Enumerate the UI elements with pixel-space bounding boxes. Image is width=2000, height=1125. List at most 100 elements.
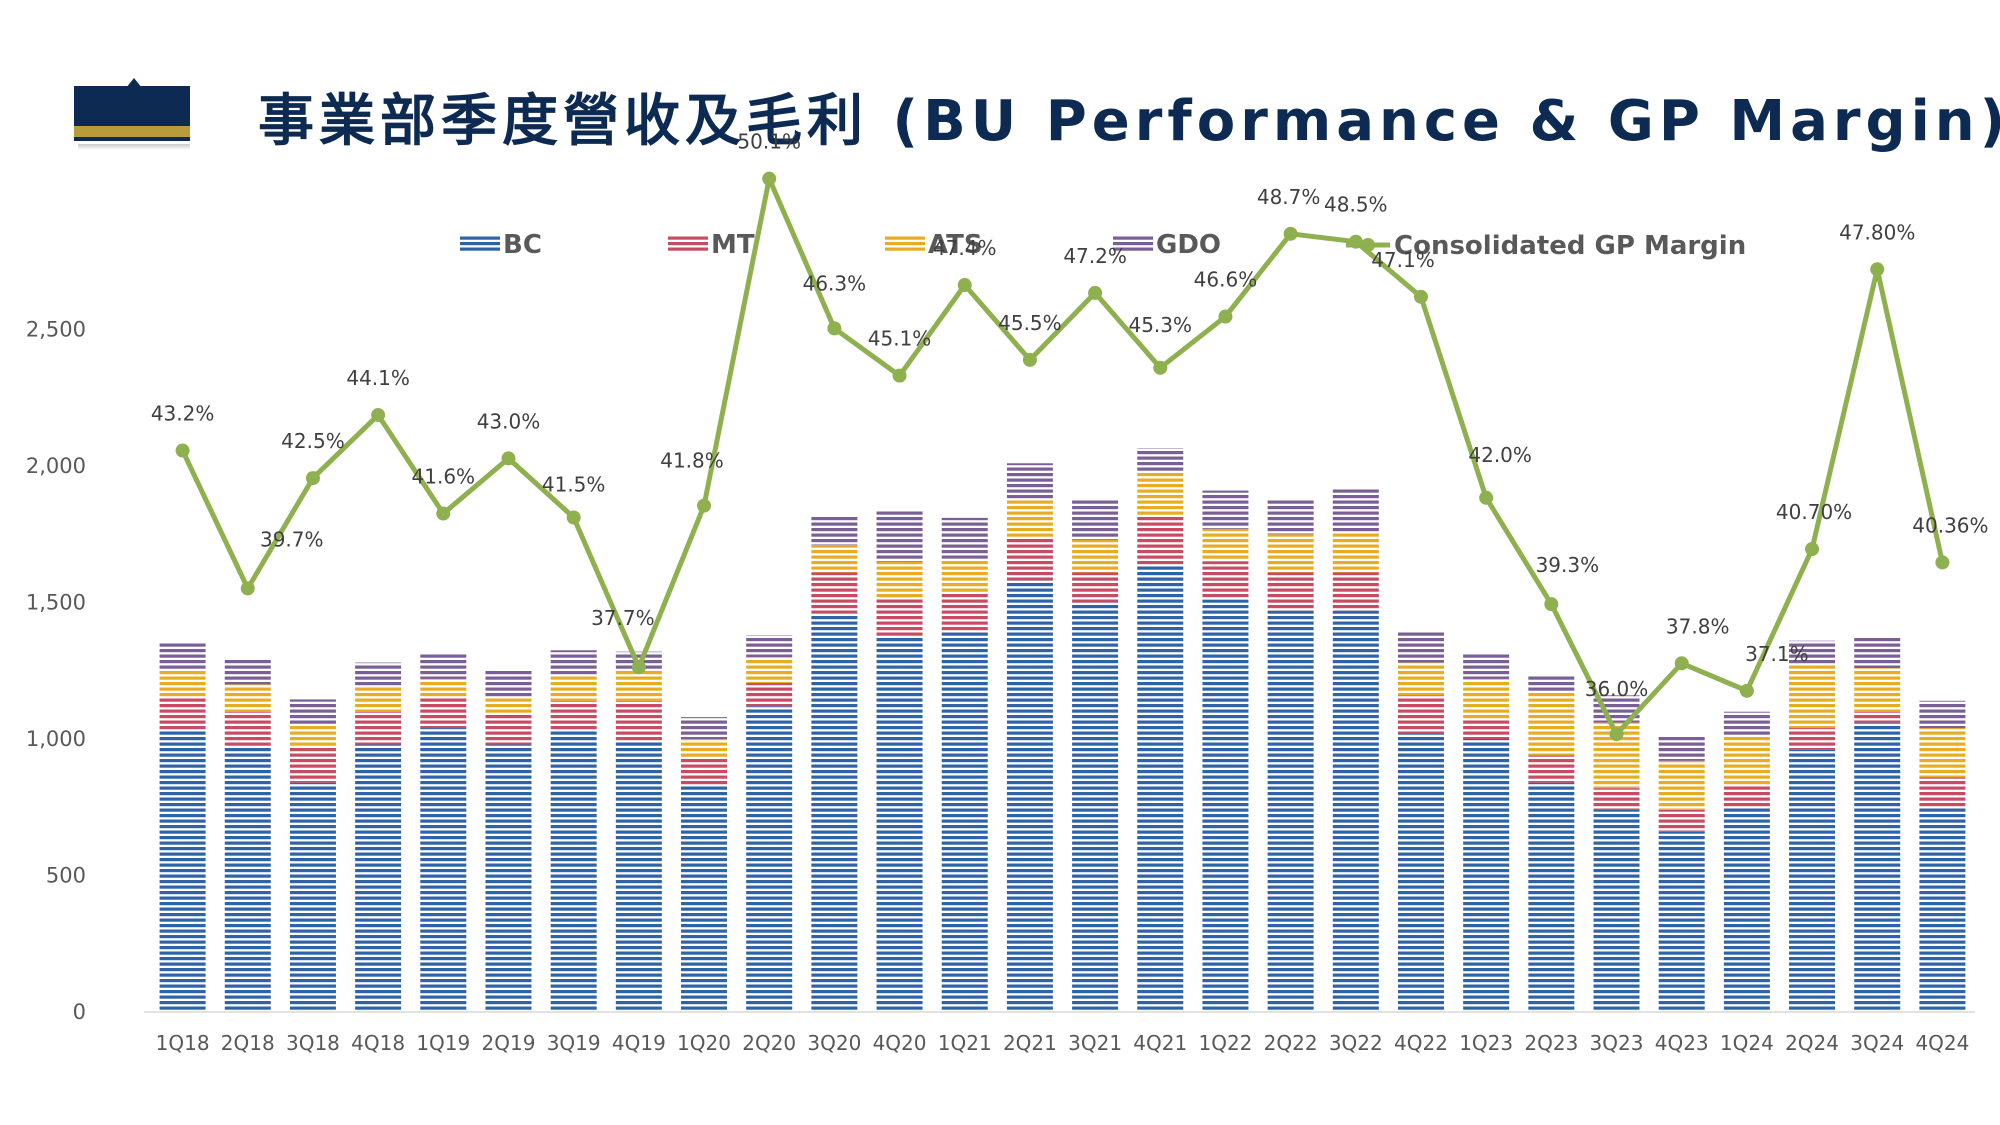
y-tick-label: 2,500 xyxy=(26,318,86,342)
x-tick-label: 3Q19 xyxy=(547,1031,601,1055)
bar-mt-3q20 xyxy=(811,572,858,614)
margin-point-2q22 xyxy=(1283,226,1298,241)
x-tick-label: 3Q24 xyxy=(1850,1031,1904,1055)
bar-ats-2q23 xyxy=(1528,692,1575,756)
bar-ats-1q18 xyxy=(159,670,206,699)
bar-ats-2q18 xyxy=(224,684,271,712)
bar-mt-4q19 xyxy=(615,700,662,742)
x-axis: 1Q18 2Q18 3Q18 4Q18 1Q19 2Q19 3Q19 4Q19 1Q20 2Q20… xyxy=(144,1011,1975,1055)
bar-bc-3q19 xyxy=(550,730,597,1012)
bar-ats-2q20 xyxy=(746,657,793,684)
x-tick-label: 2Q21 xyxy=(1003,1031,1057,1055)
bar-ats-4q20 xyxy=(876,561,923,598)
bar-bc-1q21 xyxy=(941,632,988,1012)
legend-label-mt: MT xyxy=(711,230,755,260)
bar-bc-4q22 xyxy=(1397,733,1444,1012)
bar-bc-3q23 xyxy=(1593,809,1640,1012)
margin-label: 48.7% xyxy=(1257,185,1321,209)
margin-label: 41.5% xyxy=(542,473,606,497)
legend-label-gdo: GDO xyxy=(1156,230,1221,260)
margin-point-1q20 xyxy=(697,498,712,513)
margin-label: 47.4% xyxy=(933,236,997,260)
bar-gdo-1q23 xyxy=(1463,654,1510,679)
bar-gdo-1q21 xyxy=(941,517,988,559)
bar-bc-2q21 xyxy=(1006,580,1053,1012)
x-tick-label: 4Q20 xyxy=(873,1031,927,1055)
y-tick-label: 1,500 xyxy=(26,591,86,615)
margin-line-path xyxy=(180,176,1945,737)
margin-point-4q19 xyxy=(631,660,646,675)
x-tick-label: 4Q23 xyxy=(1655,1031,1709,1055)
margin-label: 42.5% xyxy=(281,429,345,453)
bar-bc-3q20 xyxy=(811,613,858,1012)
legend-label-ats: ATS xyxy=(928,230,983,260)
bar-gdo-1q22 xyxy=(1202,490,1249,529)
bar-ats-4q21 xyxy=(1137,471,1184,516)
bar-bc-2q23 xyxy=(1528,782,1575,1012)
margin-point-2q20 xyxy=(762,171,777,186)
bar-gdo-2q21 xyxy=(1006,463,1053,499)
bar-bc-2q19 xyxy=(485,744,532,1012)
bar-ats-4q22 xyxy=(1397,662,1444,696)
margin-labels: 43.2% 39.7% 42.5% 44.1% 41.6% 43.0% 41.5% 37.7%… xyxy=(151,130,1989,702)
margin-label: 48.5% xyxy=(1324,193,1388,217)
margin-label: 37.8% xyxy=(1666,614,1730,638)
bar-mt-3q22 xyxy=(1332,572,1379,611)
bar-gdo-2q24 xyxy=(1789,640,1836,666)
bar-bc-4q18 xyxy=(355,744,402,1012)
bar-gdo-4q22 xyxy=(1397,631,1444,663)
margin-point-3q22 xyxy=(1348,234,1363,249)
x-tick-label: 1Q21 xyxy=(938,1031,992,1055)
bar-mt-4q21 xyxy=(1137,515,1184,565)
bar-mt-4q24 xyxy=(1919,777,1966,808)
bar-ats-2q24 xyxy=(1789,665,1836,729)
x-tick-label: 1Q19 xyxy=(416,1031,470,1055)
margin-label: 37.1% xyxy=(1745,642,1809,666)
x-tick-label: 3Q18 xyxy=(286,1031,340,1055)
margin-label: 45.3% xyxy=(1128,313,1192,337)
bar-series xyxy=(159,448,1966,1012)
chart-legend: BC MT ATS GDO Consolidated GP Margin xyxy=(460,230,1746,261)
bar-gdo-2q22 xyxy=(1267,498,1314,535)
bar-ats-1q24 xyxy=(1723,736,1770,786)
legend-swatch-mt xyxy=(668,235,708,253)
x-tick-label: 3Q21 xyxy=(1068,1031,1122,1055)
bar-bc-2q24 xyxy=(1789,749,1836,1012)
x-tick-label: 4Q24 xyxy=(1915,1031,1969,1055)
margin-point-4q23 xyxy=(1674,656,1689,671)
bar-mt-2q21 xyxy=(1006,536,1053,581)
bar-gdo-4q20 xyxy=(876,509,923,562)
bar-bc-1q20 xyxy=(681,785,728,1012)
bar-gdo-2q19 xyxy=(485,670,532,697)
bar-ats-3q18 xyxy=(289,725,336,748)
bar-bc-4q23 xyxy=(1658,831,1705,1012)
margin-point-3q21 xyxy=(1088,285,1103,300)
margin-point-3q18 xyxy=(305,471,320,486)
bar-mt-3q19 xyxy=(550,700,597,731)
margin-point-2q21 xyxy=(1022,352,1037,367)
x-tick-label: 2Q19 xyxy=(482,1031,536,1055)
bar-bc-1q19 xyxy=(420,728,467,1012)
margin-point-1q24 xyxy=(1739,683,1754,698)
bar-gdo-3q21 xyxy=(1072,498,1119,540)
bar-mt-1q20 xyxy=(681,758,728,786)
bar-ats-1q22 xyxy=(1202,528,1249,562)
y-axis: 0 500 1,000 1,500 2,000 2,500 xyxy=(26,318,86,1025)
margin-label: 43.2% xyxy=(151,402,215,426)
x-tick-label: 1Q20 xyxy=(677,1031,731,1055)
bar-bc-2q20 xyxy=(746,706,793,1012)
bar-mt-2q20 xyxy=(746,683,793,707)
bar-bc-3q21 xyxy=(1072,602,1119,1012)
margin-label: 44.1% xyxy=(346,366,410,390)
margin-label: 43.0% xyxy=(477,409,541,433)
x-tick-label: 2Q20 xyxy=(742,1031,796,1055)
bar-mt-2q19 xyxy=(485,713,532,745)
bar-mt-2q18 xyxy=(224,711,271,748)
x-tick-label: 2Q18 xyxy=(221,1031,275,1055)
bar-ats-2q22 xyxy=(1267,534,1314,573)
margin-label: 42.0% xyxy=(1468,443,1532,467)
bar-mt-4q18 xyxy=(355,711,402,745)
x-tick-label: 3Q22 xyxy=(1329,1031,1383,1055)
y-tick-label: 500 xyxy=(46,864,86,888)
